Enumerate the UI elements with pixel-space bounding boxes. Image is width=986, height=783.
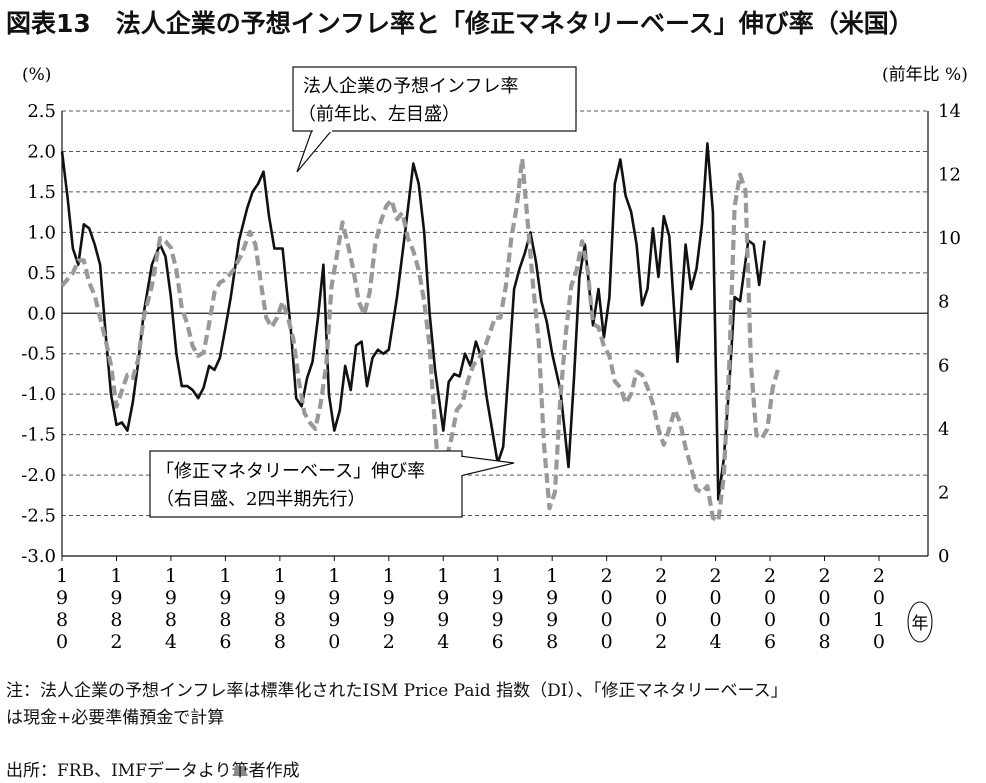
left-tick-label: -1.0 <box>21 384 56 405</box>
right-tick-label: 6 <box>938 355 949 376</box>
left-tick-label: 2.5 <box>27 101 56 122</box>
note-line-1: 注：法人企業の予想インフレ率は標準化されたISM Price Paid 指数（D… <box>6 681 788 701</box>
note-line-2: は現金+必要準備預金で計算 <box>6 708 225 728</box>
left-tick-label: 1.5 <box>27 182 56 203</box>
left-tick-label: -2.0 <box>21 465 56 486</box>
left-tick-label: 2.0 <box>27 141 56 162</box>
callout-series2: 「修正マネタリーベース」伸び率 （右目盛、2四半期先行） <box>149 450 515 518</box>
right-tick-label: 2 <box>938 482 949 503</box>
left-tick-label: -0.5 <box>21 344 56 365</box>
source-line: 出所：FRB、IMFデータより筆者作成 <box>6 761 300 781</box>
left-tick-label: 0.0 <box>27 303 56 324</box>
left-tick-label: 1.0 <box>27 222 56 243</box>
year-unit-label: 年 <box>912 614 929 634</box>
left-axis-unit: (%) <box>22 65 51 85</box>
right-tick-label: 12 <box>938 165 961 186</box>
right-tick-label: 4 <box>938 419 949 440</box>
right-tick-label: 0 <box>938 546 949 567</box>
figure-title: 図表13 法人企業の予想インフレ率と「修正マネタリーベース」伸び率（米国） <box>6 9 914 38</box>
callout-series2-box <box>149 450 463 518</box>
series-layer <box>60 142 781 524</box>
grid-lines <box>62 110 928 517</box>
right-axis-unit: (前年比 %) <box>882 65 968 85</box>
right-tick-label: 10 <box>938 228 961 249</box>
series-inflation-expectation-line <box>60 142 766 501</box>
year-unit-mark: 年 <box>907 601 933 643</box>
left-tick-label: -2.5 <box>21 506 56 527</box>
axes <box>61 111 929 561</box>
callout-series1-line2: （前年比、左目盛） <box>298 104 460 125</box>
series-monetary-base-line <box>60 156 781 524</box>
callout-series1-box <box>292 66 577 132</box>
right-tick-label: 8 <box>938 292 949 313</box>
labels-layer: 2.5 2.0 1.5 1.0 0.5 0.0 -0.5 -1.0 -1.5 -2.0 -2.5 -3… <box>21 101 961 653</box>
left-tick-label: 0.5 <box>27 263 56 284</box>
right-tick-label: 14 <box>938 101 961 122</box>
callout-series2-line2: （右目盛、2四半期先行） <box>156 489 365 510</box>
left-tick-label: -1.5 <box>21 425 56 446</box>
callout-series2-pointer <box>459 455 515 477</box>
callout-series2-joint <box>458 457 463 475</box>
callout-series1: 法人企業の予想インフレ率 （前年比、左目盛） <box>292 66 577 173</box>
left-tick-label: -3.0 <box>21 546 56 567</box>
callout-series1-joint <box>313 128 332 132</box>
callout-series1-line1: 法人企業の予想インフレ率 <box>303 76 518 97</box>
chart-area: 2.5 2.0 1.5 1.0 0.5 0.0 -0.5 -1.0 -1.5 -2.0 -2.5 -3… <box>21 65 968 653</box>
callout-series2-line1: 「修正マネタリーベース」伸び率 <box>156 461 425 482</box>
